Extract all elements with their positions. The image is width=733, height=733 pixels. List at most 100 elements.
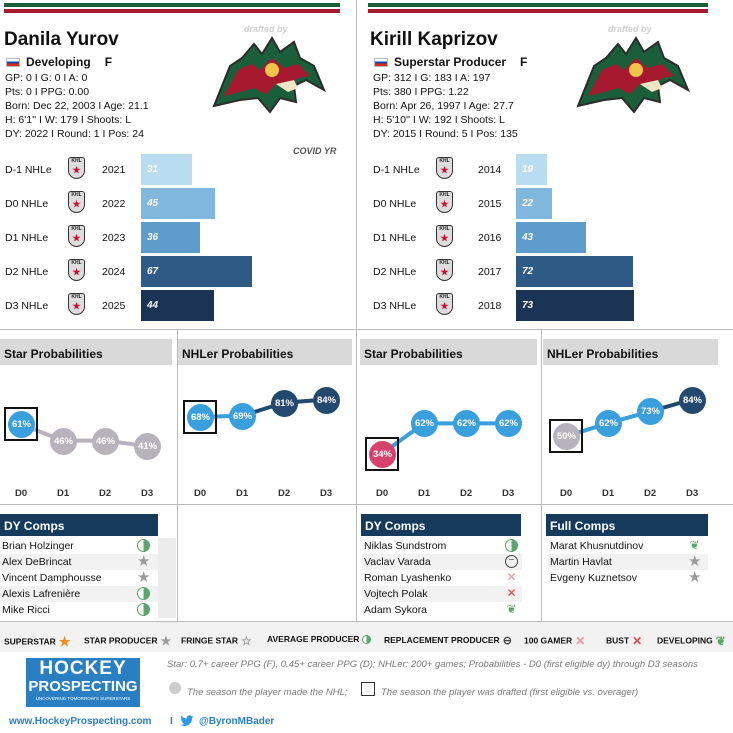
player1-team-logo-icon — [212, 36, 327, 114]
100-gamer-icon: ✕ — [506, 570, 517, 584]
prob-point: 50% — [553, 423, 580, 451]
comp-name: Roman Lyashenko — [364, 572, 452, 584]
player2-info: GP: 312 I G: 183 I A: 197 Pts: 380 I PPG… — [373, 71, 518, 141]
player1-draft-line: DY: 2022 I Round: 1 I Pos: 24 — [5, 128, 144, 140]
section-divider-3 — [0, 621, 733, 622]
nhle-bar — [141, 290, 214, 321]
season-year: 2025 — [102, 300, 126, 312]
nhle-bar-value: 73 — [522, 300, 534, 311]
player2-born-line: Born: Apr 26, 1997 I Age: 27.7 — [373, 100, 514, 112]
prob-axis-label: D1 — [57, 488, 70, 499]
legend-bust: BUST ✕ — [606, 634, 643, 648]
legend-100-gamer: 100 GAMER ✕ — [524, 634, 586, 648]
prob-point: 34% — [369, 440, 396, 468]
khl-league-icon: KHL ★ — [436, 293, 453, 315]
replacement-producer-icon: ⊖ — [502, 635, 512, 647]
prob-divider-right — [541, 329, 542, 621]
nhle-bar — [516, 290, 634, 321]
drafted-season-box — [183, 399, 217, 434]
prob-axis-label: D2 — [460, 488, 473, 499]
nhle-bar — [516, 188, 552, 219]
comp-name: Vaclav Varada — [364, 556, 431, 568]
star-producer-icon: ★ — [688, 553, 702, 570]
player2-star-prob-header: Star Probabilities — [360, 339, 537, 365]
drafted-season-legend-icon — [361, 682, 375, 696]
nhle-bar — [141, 188, 215, 219]
season-year: 2018 — [478, 300, 502, 312]
website-link[interactable]: www.HockeyProspecting.com — [9, 716, 152, 727]
prob-point: 62% — [595, 410, 622, 438]
comp-row: Roman Lyashenko — [362, 570, 522, 586]
season-year: 2024 — [102, 266, 126, 278]
twitter-icon[interactable] — [180, 715, 194, 727]
season-year: 2023 — [102, 232, 126, 244]
comp-row: Alex DeBrincat — [0, 554, 158, 570]
prob-point: 46% — [50, 427, 77, 455]
player2-status-row: Superstar Producer F — [374, 55, 527, 69]
right-top-stripe-green — [368, 3, 708, 7]
russia-flag-icon — [374, 58, 388, 68]
prob-point: 61% — [8, 411, 35, 439]
fringe-star-icon: ☆ — [240, 634, 252, 648]
legend-star-producer: STAR PRODUCER ★ — [84, 634, 172, 648]
covid-year-label: COVID YR — [293, 146, 337, 156]
comp-row: Vaclav Varada — [362, 554, 522, 570]
legend-replacement-producer: REPLACEMENT PRODUCER ⊖ — [384, 634, 512, 647]
left-top-stripe-red — [4, 9, 340, 13]
prob-axis-label: D1 — [602, 488, 615, 499]
star-producer-icon: ★ — [137, 553, 151, 570]
nhle-bar — [141, 154, 192, 185]
prob-axis-label: D3 — [502, 488, 515, 499]
prob-point: 69% — [229, 402, 256, 430]
comp-name: Marat Khusnutdinov — [550, 540, 644, 552]
star-producer-icon: ★ — [160, 634, 172, 648]
nhl-season-legend-icon — [169, 682, 181, 694]
player2-pts-line: Pts: 380 I PPG: 1.22 — [373, 86, 469, 98]
khl-league-icon: KHL ★ — [68, 293, 85, 315]
comp-name: Niklas Sundstrom — [364, 540, 447, 552]
prob-point: 62% — [411, 410, 438, 438]
nhle-bar-value: 31 — [147, 164, 159, 175]
russia-flag-icon — [6, 58, 20, 68]
nhle-bar-value: 43 — [522, 232, 534, 243]
player2-name: Kirill Kaprizov — [370, 29, 498, 50]
comp-name: Martin Havlat — [550, 556, 612, 568]
khl-league-icon: KHL ★ — [436, 225, 453, 247]
player2-status: Superstar Producer — [394, 55, 507, 69]
comp-name: Adam Sykora — [364, 604, 428, 616]
player2-full-comps-header: Full Comps — [546, 514, 708, 536]
average-producer-icon — [505, 539, 518, 552]
prob-point: 62% — [495, 410, 522, 438]
season-year: 2017 — [478, 266, 502, 278]
nhle-bar — [516, 154, 547, 185]
footnote-drafted-season: The season the player was drafted (first… — [381, 687, 639, 698]
comp-row: Mike Ricci — [0, 602, 158, 618]
player1-height-line: H: 6'1'' I W: 179 I Shoots: L — [5, 114, 132, 126]
season-label: D1 NHLe — [373, 232, 417, 244]
footnote-nhl-season: The season the player made the NHL; — [187, 687, 348, 698]
player1-position: F — [104, 55, 113, 69]
twitter-handle[interactable]: @ByronMBader — [199, 716, 275, 727]
comp-row: Alexis Lafrenière — [0, 586, 158, 602]
superstar-icon: ★ — [58, 634, 71, 649]
comp-name: Alexis Lafrenière — [2, 588, 81, 600]
player2-position: F — [520, 55, 528, 69]
khl-league-icon: KHL ★ — [68, 259, 85, 281]
comp-name: Vojtech Polak — [364, 588, 428, 600]
season-year: 2014 — [478, 164, 502, 176]
left-top-stripe-green — [4, 3, 340, 7]
drafted-season-box — [549, 419, 583, 454]
season-label: D-1 NHLe — [373, 164, 420, 176]
prob-divider-left — [177, 329, 178, 621]
footnote-definitions: Star: 0.7+ career PPG (F), 0.45+ career … — [167, 659, 698, 670]
hockey-prospecting-logo: HOCKEY PROSPECTING UNCOVERING TOMORROW'S… — [26, 658, 140, 707]
nhle-bar-value: 72 — [522, 266, 534, 277]
nhle-bar — [516, 222, 586, 253]
developing-icon: ❦ — [689, 538, 700, 552]
legend-developing: DEVELOPING ❦ — [657, 634, 726, 648]
nhle-bar-value: 36 — [147, 232, 159, 243]
drafted-season-box — [4, 407, 38, 442]
player2-draft-line: DY: 2015 I Round: 5 I Pos: 135 — [373, 128, 518, 140]
player1-comps-header: DY Comps — [0, 514, 158, 536]
legend-superstar: SUPERSTAR ★ — [4, 634, 71, 649]
